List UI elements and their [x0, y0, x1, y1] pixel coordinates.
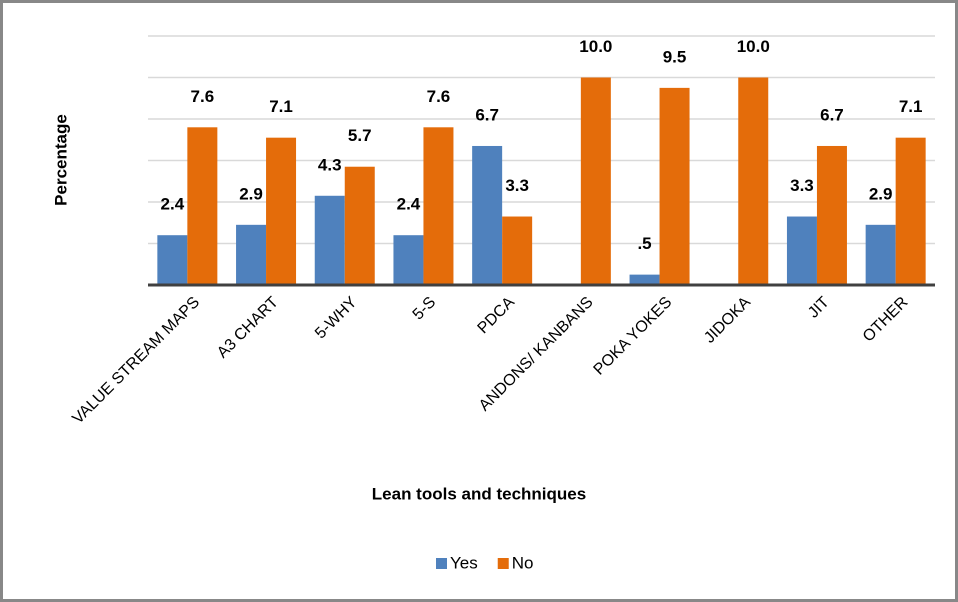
bar: [629, 274, 660, 285]
legend-swatch: [436, 558, 447, 569]
bar: [472, 145, 503, 285]
bar: [786, 216, 817, 285]
data-label: 7.6: [427, 87, 451, 106]
y-axis-label: Percentage: [51, 114, 70, 206]
data-label: 7.1: [269, 97, 293, 116]
data-label: 4.3: [318, 155, 342, 174]
data-label: 3.3: [790, 176, 814, 195]
data-label: 7.1: [899, 97, 923, 116]
bar: [187, 127, 218, 285]
data-label: 6.7: [820, 105, 844, 124]
bar: [738, 77, 769, 285]
data-label: 2.4: [161, 195, 185, 214]
bar: [393, 235, 424, 285]
legend-swatch: [497, 558, 509, 569]
data-label: 10.0: [579, 37, 612, 56]
x-axis-label: Lean tools and techniques: [372, 484, 586, 503]
data-label: 2.4: [397, 195, 421, 214]
data-label: 7.6: [191, 87, 215, 106]
data-label: 2.9: [869, 184, 893, 203]
bar: [502, 216, 533, 285]
bar: [423, 127, 454, 285]
bar: [865, 224, 896, 285]
bar: [895, 137, 926, 285]
bar: [157, 235, 188, 285]
data-label: 3.3: [505, 176, 529, 195]
data-label: 5.7: [348, 126, 372, 145]
data-label: 10.0: [737, 37, 770, 56]
data-label: 6.7: [475, 105, 499, 124]
data-label: 9.5: [663, 47, 687, 66]
bar: [816, 145, 847, 285]
data-label: 2.9: [239, 184, 263, 203]
bar: [314, 195, 345, 285]
legend-label: Yes: [450, 553, 478, 572]
bar: [344, 166, 375, 285]
legend-label: No: [512, 553, 534, 572]
bar: [266, 137, 297, 285]
bar: [659, 87, 690, 285]
data-label: .5: [637, 234, 651, 253]
bar: [580, 77, 611, 285]
bar: [236, 224, 267, 285]
